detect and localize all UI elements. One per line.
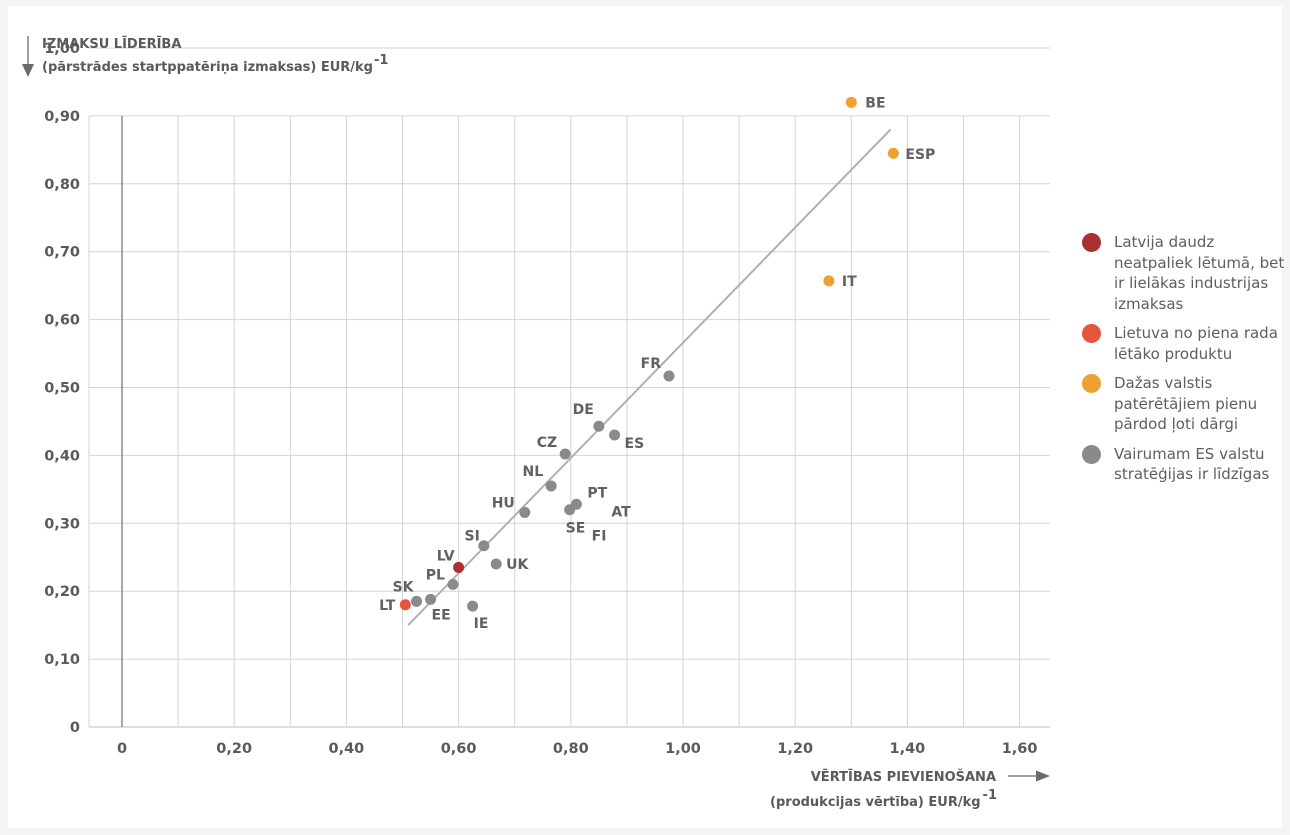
y-axis-unit-exponent: -1 bbox=[374, 53, 388, 68]
x-tick-label: 0 bbox=[117, 741, 127, 757]
y-tick-label: 0,90 bbox=[44, 109, 80, 125]
point-label-se: SE bbox=[566, 521, 586, 537]
point-uk bbox=[490, 558, 502, 570]
chart-panel bbox=[8, 6, 1282, 828]
x-axis-title: VĒRTĪBAS PIEVIENOŠANA bbox=[811, 769, 996, 785]
x-tick-label: 0,40 bbox=[329, 741, 365, 757]
point-ie bbox=[467, 600, 479, 612]
x-axis-unit-exponent: -1 bbox=[983, 788, 997, 803]
point-label-it: IT bbox=[842, 274, 857, 290]
legend-item-lithuania: Lietuva no piena rada lētāko produktu bbox=[1082, 323, 1287, 364]
legend-label-latvia: Latvija daudz neatpaliek lētumā, bet ir … bbox=[1114, 233, 1285, 313]
x-tick-label: 0,20 bbox=[216, 741, 252, 757]
point-label-be: BE bbox=[865, 95, 885, 111]
x-tick-label: 0,60 bbox=[441, 741, 477, 757]
point-label-pl: PL bbox=[426, 567, 445, 583]
point-hu bbox=[519, 506, 531, 518]
y-axis-subtitle: (pārstrādes startppatēriņa izmaksas) EUR… bbox=[42, 60, 373, 75]
point-nl bbox=[545, 480, 557, 492]
point-label-de: DE bbox=[573, 402, 594, 418]
point-si bbox=[478, 540, 490, 552]
legend-label-other: Vairumam ES valstu stratēģijas ir līdzīg… bbox=[1114, 444, 1270, 484]
y-tick-label: 0,10 bbox=[44, 652, 80, 668]
point-label-cz: CZ bbox=[537, 435, 557, 451]
point-label-si: SI bbox=[465, 529, 480, 545]
legend-label-lithuania: Lietuva no piena rada lētāko produktu bbox=[1114, 324, 1278, 363]
legend-item-expensive: Dažas valstis patērētājiem pienu pārdod … bbox=[1082, 373, 1287, 435]
legend-item-other: Vairumam ES valstu stratēģijas ir līdzīg… bbox=[1082, 444, 1287, 485]
point-pl bbox=[447, 578, 459, 590]
point-label-ee: EE bbox=[432, 607, 451, 623]
point-label-lt: LT bbox=[379, 598, 396, 614]
y-tick-label: 0,60 bbox=[44, 313, 80, 329]
point-label-esp: ESP bbox=[905, 147, 935, 163]
point-label-hu: HU bbox=[492, 495, 515, 511]
legend-item-latvia: Latvija daudz neatpaliek lētumā, bet ir … bbox=[1082, 232, 1287, 314]
point-label-nl: NL bbox=[523, 464, 544, 480]
point-it bbox=[823, 275, 835, 287]
y-tick-label: 0,40 bbox=[44, 448, 80, 464]
point-label-es: ES bbox=[625, 436, 645, 452]
y-arrow-icon bbox=[22, 64, 34, 77]
point-esp bbox=[887, 147, 899, 159]
point-cz bbox=[559, 448, 571, 460]
point-label-pt: PT bbox=[587, 485, 607, 501]
legend-label-expensive: Dažas valstis patērētājiem pienu pārdod … bbox=[1114, 374, 1258, 433]
y-tick-label: 1,00 bbox=[44, 41, 80, 57]
y-tick-label: 0,50 bbox=[44, 381, 80, 397]
legend-dot-lithuania bbox=[1082, 324, 1101, 343]
point-lv bbox=[453, 561, 465, 573]
point-label-sk: SK bbox=[393, 579, 415, 595]
point-es bbox=[609, 429, 621, 441]
x-tick-label: 0,80 bbox=[553, 741, 589, 757]
legend-dot-other bbox=[1082, 444, 1101, 464]
point-label-fi: FI bbox=[592, 529, 607, 545]
legend-dot-expensive bbox=[1082, 374, 1101, 393]
y-axis-title: IZMAKSU LĪDERĪBA bbox=[42, 37, 181, 52]
x-tick-label: 1,40 bbox=[890, 741, 926, 757]
point-de bbox=[593, 420, 605, 432]
point-label-uk: UK bbox=[506, 557, 529, 573]
point-lt bbox=[399, 599, 411, 611]
y-tick-label: 0,70 bbox=[44, 245, 80, 261]
y-tick-label: 0 bbox=[70, 720, 80, 736]
legend: Latvija daudz neatpaliek lētumā, bet ir … bbox=[1082, 232, 1287, 494]
x-tick-label: 1,00 bbox=[665, 741, 701, 757]
y-tick-label: 0,30 bbox=[44, 516, 80, 532]
point-label-at: AT bbox=[611, 504, 631, 520]
x-axis-subtitle: (produkcijas vērtība) EUR/kg bbox=[770, 795, 981, 810]
y-tick-label: 0,80 bbox=[44, 177, 80, 193]
x-tick-label: 1,20 bbox=[777, 741, 813, 757]
point-fr bbox=[663, 370, 675, 382]
y-tick-label: 0,20 bbox=[44, 584, 80, 600]
x-tick-label: 1,60 bbox=[1002, 741, 1038, 757]
point-be bbox=[845, 96, 857, 108]
point-sk bbox=[411, 595, 423, 607]
point-label-fr: FR bbox=[641, 356, 662, 372]
point-ee bbox=[425, 593, 437, 605]
legend-dot-latvia bbox=[1082, 233, 1101, 252]
x-arrow-icon bbox=[1036, 770, 1050, 782]
point-label-ie: IE bbox=[474, 616, 489, 632]
trendline bbox=[407, 128, 892, 626]
point-se bbox=[564, 504, 576, 516]
point-label-lv: LV bbox=[437, 548, 455, 564]
